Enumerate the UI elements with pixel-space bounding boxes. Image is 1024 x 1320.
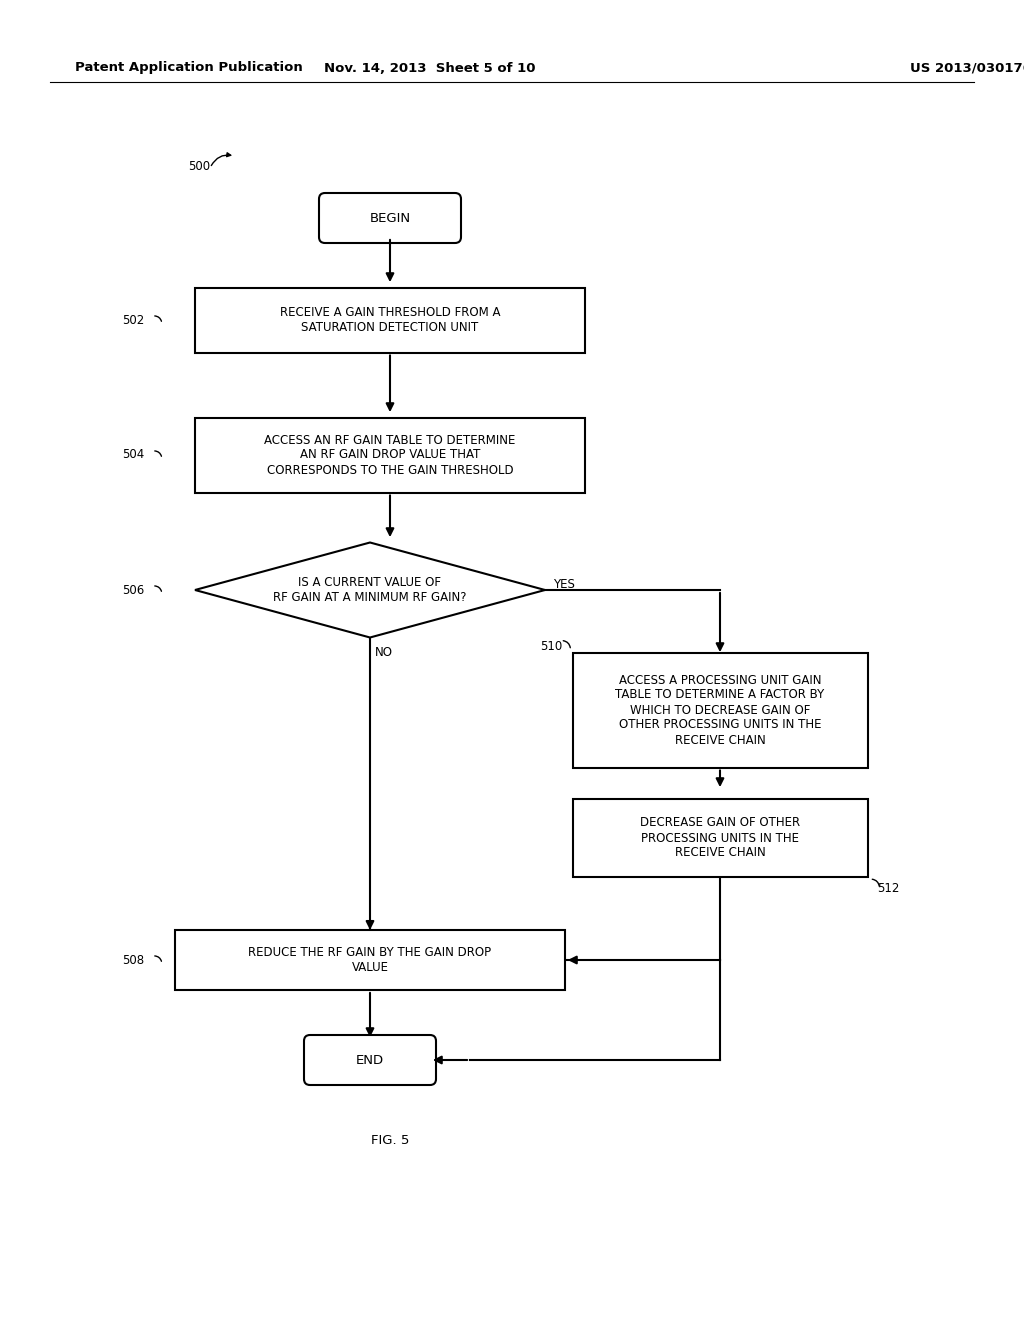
Text: 502: 502: [122, 314, 144, 326]
Text: RECEIVE A GAIN THRESHOLD FROM A
SATURATION DETECTION UNIT: RECEIVE A GAIN THRESHOLD FROM A SATURATI…: [280, 306, 501, 334]
FancyBboxPatch shape: [319, 193, 461, 243]
Text: REDUCE THE RF GAIN BY THE GAIN DROP
VALUE: REDUCE THE RF GAIN BY THE GAIN DROP VALU…: [249, 946, 492, 974]
Text: 506: 506: [122, 583, 144, 597]
Text: ACCESS A PROCESSING UNIT GAIN
TABLE TO DETERMINE A FACTOR BY
WHICH TO DECREASE G: ACCESS A PROCESSING UNIT GAIN TABLE TO D…: [615, 673, 824, 747]
Text: 512: 512: [878, 882, 900, 895]
Text: NO: NO: [375, 645, 393, 659]
Text: 510: 510: [541, 640, 562, 653]
Text: US 2013/0301764 A1: US 2013/0301764 A1: [910, 62, 1024, 74]
Text: Patent Application Publication: Patent Application Publication: [75, 62, 303, 74]
Text: YES: YES: [553, 578, 574, 591]
Text: ACCESS AN RF GAIN TABLE TO DETERMINE
AN RF GAIN DROP VALUE THAT
CORRESPONDS TO T: ACCESS AN RF GAIN TABLE TO DETERMINE AN …: [264, 433, 516, 477]
Text: FIG. 5: FIG. 5: [371, 1134, 410, 1147]
Bar: [572, 799, 867, 876]
Bar: [175, 931, 565, 990]
Text: 500: 500: [188, 161, 210, 173]
Text: Nov. 14, 2013  Sheet 5 of 10: Nov. 14, 2013 Sheet 5 of 10: [325, 62, 536, 74]
Text: DECREASE GAIN OF OTHER
PROCESSING UNITS IN THE
RECEIVE CHAIN: DECREASE GAIN OF OTHER PROCESSING UNITS …: [640, 817, 800, 859]
FancyBboxPatch shape: [304, 1035, 436, 1085]
Text: BEGIN: BEGIN: [370, 211, 411, 224]
Text: 508: 508: [122, 953, 144, 966]
Bar: [195, 417, 585, 492]
Text: END: END: [356, 1053, 384, 1067]
Bar: [195, 288, 585, 352]
Polygon shape: [195, 543, 545, 638]
Bar: [572, 652, 867, 767]
Text: 504: 504: [122, 449, 144, 462]
Text: IS A CURRENT VALUE OF
RF GAIN AT A MINIMUM RF GAIN?: IS A CURRENT VALUE OF RF GAIN AT A MINIM…: [273, 576, 467, 605]
